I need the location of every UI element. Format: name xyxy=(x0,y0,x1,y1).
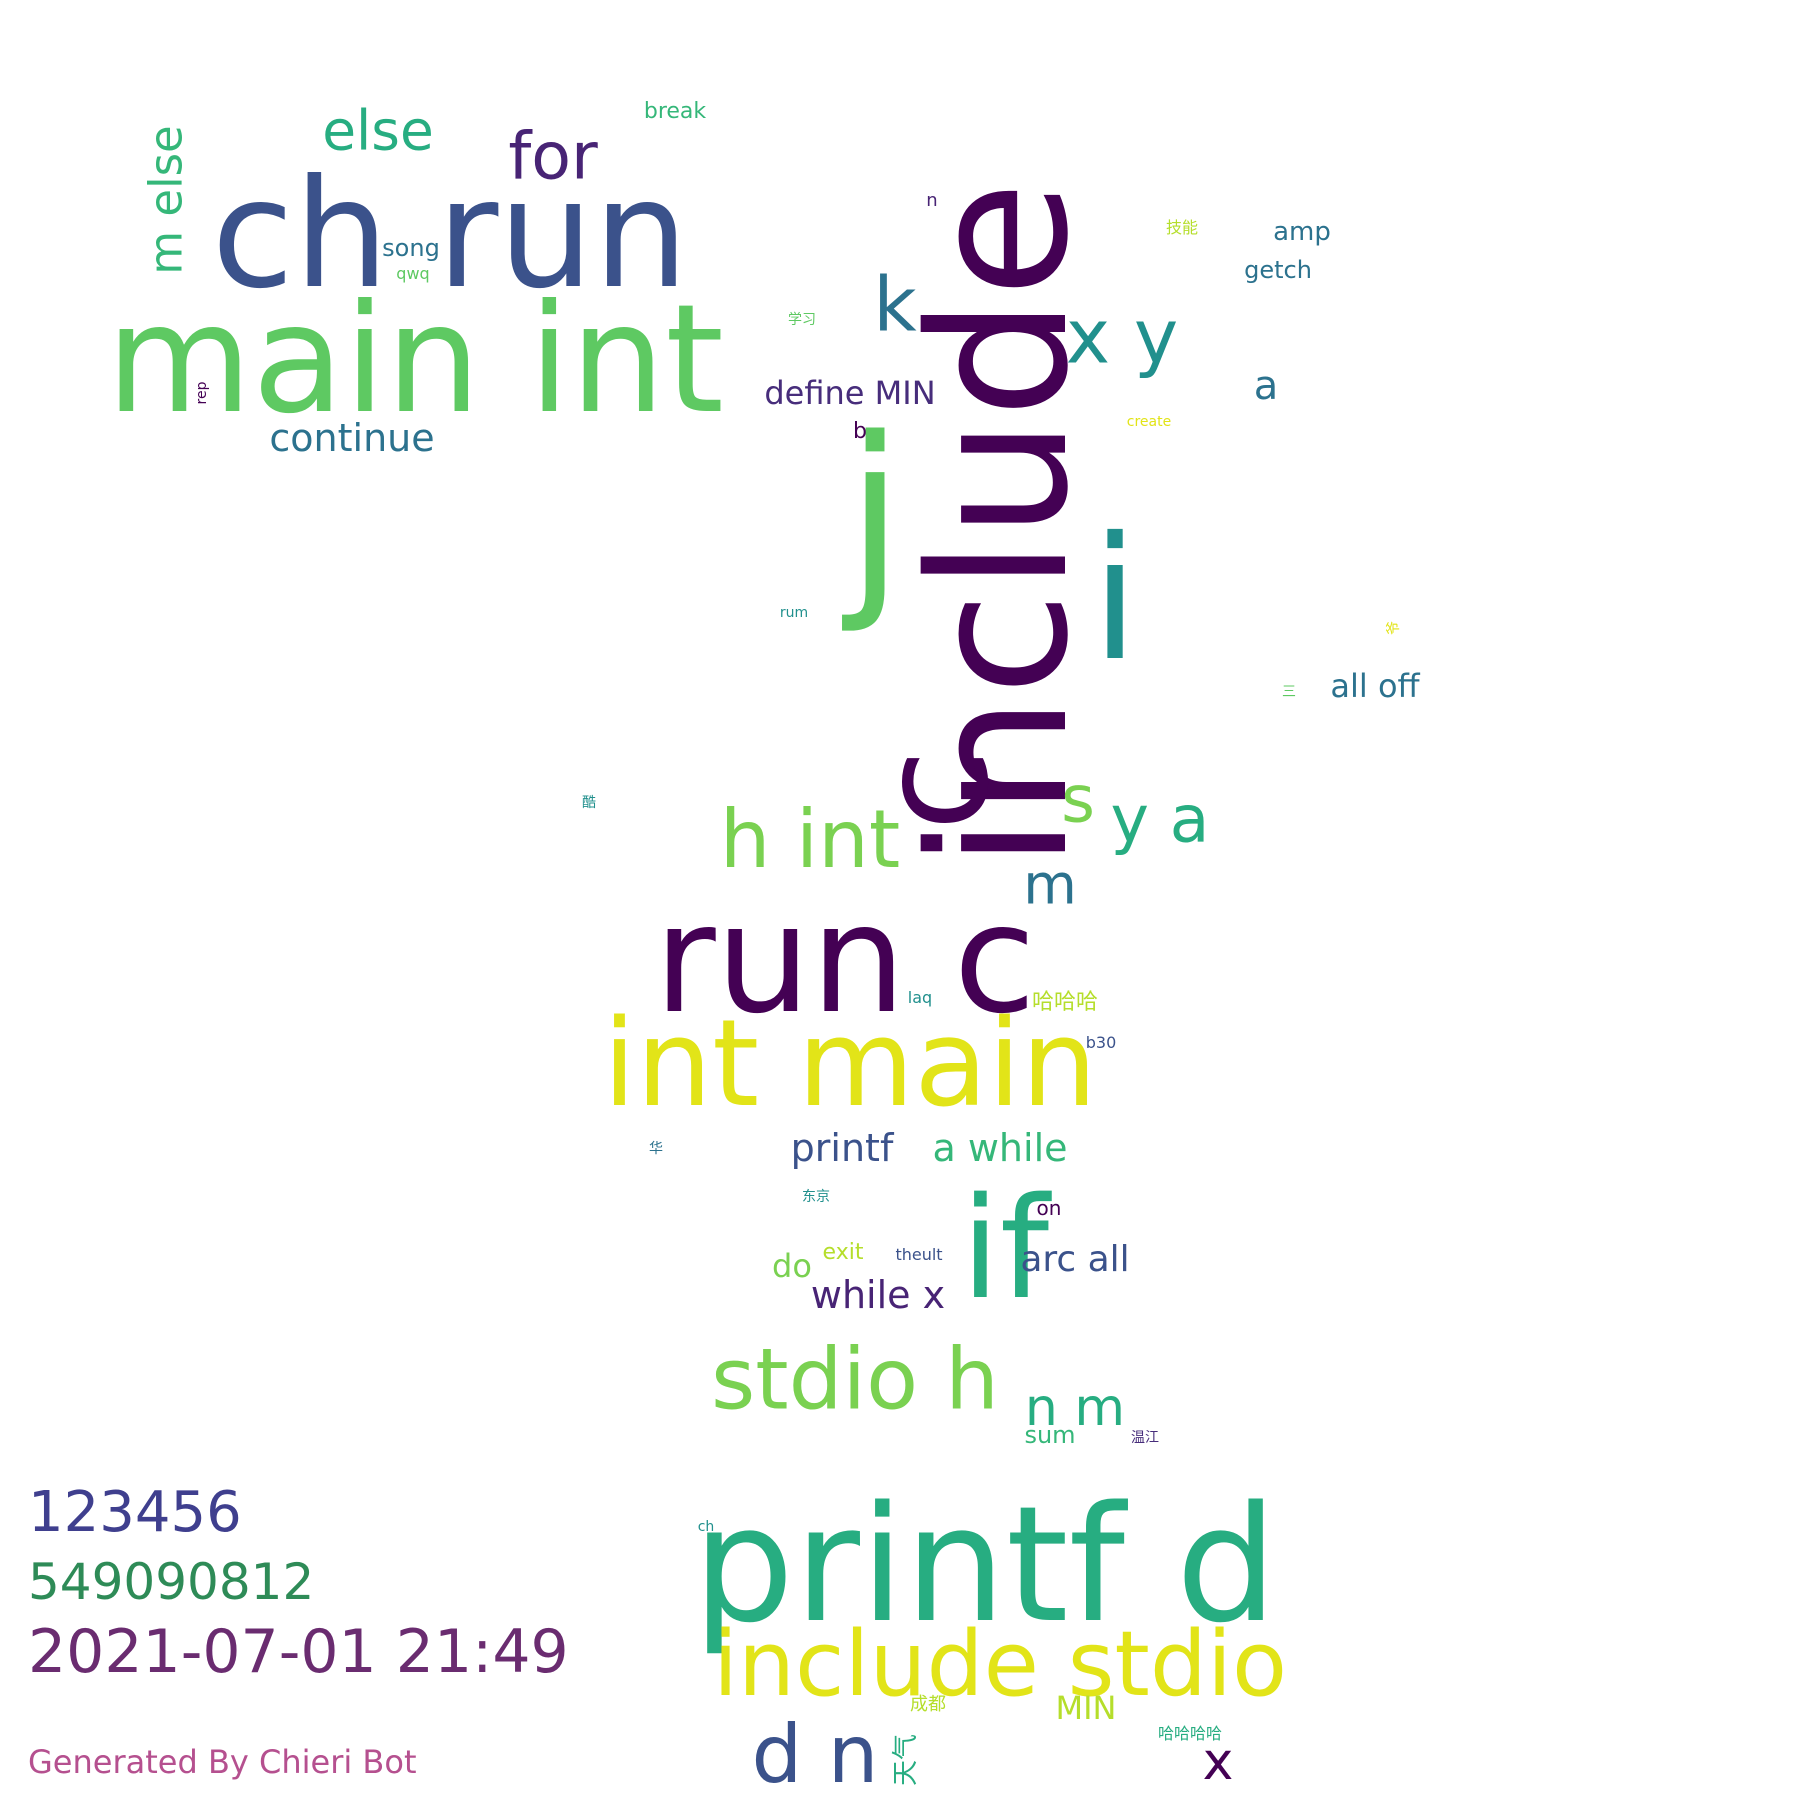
cloud-word: 爷 xyxy=(1386,621,1402,635)
cloud-word: m else xyxy=(139,125,193,275)
cloud-word: 三 xyxy=(1282,684,1296,700)
cloud-word: 技能 xyxy=(1165,218,1199,237)
cloud-word: x y xyxy=(1065,292,1179,381)
cloud-word: else xyxy=(322,98,434,163)
cloud-word: 温江 xyxy=(1131,1430,1159,1446)
cloud-word: laq xyxy=(907,988,933,1007)
cloud-word: j xyxy=(845,392,905,637)
cloud-word: printf d xyxy=(692,1471,1278,1658)
cloud-word: 酷 xyxy=(582,795,596,811)
cloud-word: break xyxy=(643,99,707,124)
cloud-word: 学习 xyxy=(788,312,816,328)
cloud-word: d n xyxy=(751,1708,879,1801)
group-number: 549090812 xyxy=(28,1553,315,1611)
cloud-word: int main xyxy=(602,995,1098,1134)
cloud-word: a while xyxy=(932,1126,1068,1170)
cloud-word: do xyxy=(772,1247,812,1285)
cloud-word: amp xyxy=(1273,217,1331,247)
cloud-word: ch run xyxy=(211,148,689,322)
cloud-word: 天气 xyxy=(891,1733,921,1787)
cloud-word: theult xyxy=(895,1245,943,1264)
timestamp: 2021-07-01 21:49 xyxy=(28,1617,569,1687)
qq-number: 123456 xyxy=(28,1480,242,1545)
cloud-word: for xyxy=(508,119,598,195)
cloud-word: arc all xyxy=(1020,1239,1130,1280)
cloud-word: if xyxy=(960,1168,1050,1331)
cloud-word: getch xyxy=(1244,256,1312,284)
cloud-word: exit xyxy=(822,1240,864,1265)
cloud-word: 哈哈哈哈 xyxy=(1157,1724,1223,1743)
cloud-word: qwq xyxy=(396,264,430,283)
cloud-word: h int xyxy=(719,793,901,886)
cloud-word: 东京 xyxy=(802,1189,830,1205)
cloud-word: n xyxy=(926,190,938,211)
cloud-word: rep xyxy=(194,381,210,405)
cloud-word: 哈哈哈 xyxy=(1031,990,1099,1015)
cloud-word: k xyxy=(873,260,917,349)
cloud-word: b xyxy=(853,419,867,444)
cloud-word: song xyxy=(382,234,440,262)
cloud-word: x xyxy=(1202,1732,1234,1792)
cloud-word: sum xyxy=(1024,1421,1076,1449)
cloud-word: y a xyxy=(1110,782,1210,858)
cloud-word: 华 xyxy=(649,1141,663,1157)
cloud-word: i xyxy=(1091,501,1139,699)
cloud-word: s xyxy=(1061,762,1095,838)
cloud-word: ch xyxy=(697,1519,715,1535)
cloud-word: a xyxy=(1253,363,1279,409)
cloud-word: b30 xyxy=(1085,1033,1117,1052)
cloud-word: main int xyxy=(105,273,725,447)
cloud-word: on xyxy=(1036,1196,1062,1220)
cloud-word: include stdio xyxy=(712,1612,1288,1717)
cloud-word: rum xyxy=(779,605,809,621)
generator-credit: Generated By Chieri Bot xyxy=(28,1743,417,1781)
cloud-word: printf xyxy=(790,1126,894,1170)
cloud-word: m xyxy=(1023,852,1077,917)
cloud-word: stdio h xyxy=(710,1330,1000,1430)
cloud-word: while x xyxy=(810,1273,946,1317)
cloud-word: MIN xyxy=(1055,1689,1117,1727)
cloud-word: continue xyxy=(269,416,435,460)
cloud-word: create xyxy=(1126,414,1172,430)
cloud-word: define MIN xyxy=(764,374,936,412)
cloud-word: n m xyxy=(1024,1378,1126,1438)
cloud-word: run c xyxy=(654,873,1036,1047)
cloud-word: 成都 xyxy=(910,1694,946,1715)
cloud-word: all off xyxy=(1330,667,1420,705)
